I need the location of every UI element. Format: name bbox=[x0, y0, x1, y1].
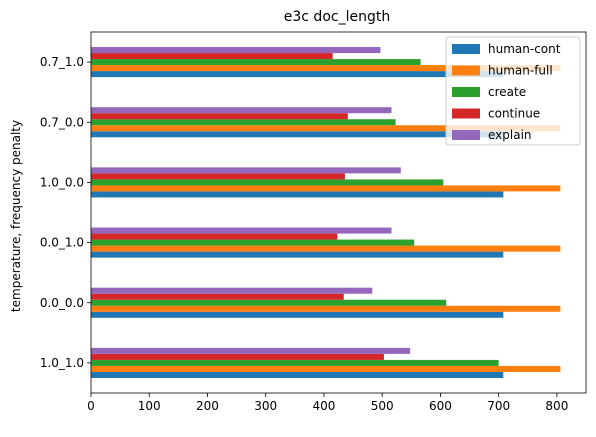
bar-create-1.0_1.0 bbox=[91, 359, 499, 366]
axes: 0 100 200 300 400 500 600 700 800 1.0_1.0 0.0_0.0 0… bbox=[40, 31, 587, 413]
x-tick-label: 400 bbox=[312, 399, 335, 413]
x-tick-label: 700 bbox=[487, 399, 510, 413]
bar-explain-0.7_0.0 bbox=[91, 107, 392, 114]
bar-human-cont-1.0_0.0 bbox=[91, 191, 504, 198]
legend: human-cont human-full create continue explai… bbox=[445, 36, 581, 146]
bar-explain-1.0_0.0 bbox=[91, 167, 401, 174]
bar-create-0.7_1.0 bbox=[91, 59, 421, 66]
legend-swatch-create bbox=[452, 87, 480, 97]
bar-human-full-1.0_0.0 bbox=[91, 185, 561, 192]
bar-human-full-0.7_0.0 bbox=[91, 125, 561, 132]
plot-frame bbox=[90, 31, 587, 394]
bar-continue-0.7_1.0 bbox=[91, 53, 333, 60]
x-tick-label: 500 bbox=[371, 399, 394, 413]
x-tick-label: 800 bbox=[545, 399, 568, 413]
bar-create-0.0_1.0 bbox=[91, 239, 415, 246]
bar-human-cont-1.0_1.0 bbox=[91, 371, 504, 378]
y-tick-label: 0.0_0.0 bbox=[40, 296, 84, 310]
bar-human-cont-0.0_1.0 bbox=[91, 251, 504, 258]
bar-continue-0.7_0.0 bbox=[91, 113, 348, 120]
x-tick-label: 600 bbox=[429, 399, 452, 413]
legend-swatch-explain bbox=[452, 130, 480, 140]
legend-label-explain: explain bbox=[488, 128, 532, 142]
bars bbox=[91, 47, 561, 378]
y-tick-label: 0.7_1.0 bbox=[40, 55, 84, 69]
bar-explain-1.0_1.0 bbox=[91, 347, 411, 354]
legend-label-human-cont: human-cont bbox=[488, 42, 561, 56]
legend-label-human-full: human-full bbox=[488, 64, 553, 78]
bar-explain-0.0_1.0 bbox=[91, 227, 392, 234]
bar-human-full-0.0_0.0 bbox=[91, 305, 561, 312]
legend-label-continue: continue bbox=[488, 107, 540, 121]
y-tick-label: 0.7_0.0 bbox=[40, 115, 84, 129]
bar-continue-1.0_1.0 bbox=[91, 353, 384, 360]
bar-human-full-0.7_1.0 bbox=[91, 65, 561, 72]
y-tick-label: 1.0_0.0 bbox=[40, 175, 84, 189]
bar-human-cont-0.7_0.0 bbox=[91, 131, 504, 138]
legend-swatch-human-cont bbox=[452, 44, 480, 54]
bar-continue-1.0_0.0 bbox=[91, 173, 345, 180]
bar-create-1.0_0.0 bbox=[91, 179, 444, 186]
bar-create-0.0_0.0 bbox=[91, 299, 447, 306]
y-tick-label: 0.0_1.0 bbox=[40, 236, 84, 250]
legend-swatch-human-full bbox=[452, 65, 480, 76]
bar-explain-0.7_1.0 bbox=[91, 47, 381, 54]
y-axis-label: temperature, frequency penalty bbox=[9, 120, 23, 312]
legend-label-create: create bbox=[488, 85, 526, 99]
legend-swatch-continue bbox=[452, 108, 480, 119]
x-tick-label: 0 bbox=[87, 399, 95, 413]
bar-explain-0.0_0.0 bbox=[91, 287, 373, 294]
bar-human-cont-0.7_1.0 bbox=[91, 71, 504, 78]
y-tick-label: 1.0_1.0 bbox=[40, 356, 84, 370]
x-tick-label: 300 bbox=[254, 399, 277, 413]
x-tick-label: 100 bbox=[138, 399, 161, 413]
bar-create-0.7_0.0 bbox=[91, 119, 396, 126]
bar-continue-0.0_1.0 bbox=[91, 233, 338, 240]
bar-human-full-1.0_1.0 bbox=[91, 365, 561, 372]
bar-human-full-0.0_1.0 bbox=[91, 245, 561, 252]
bar-continue-0.0_0.0 bbox=[91, 293, 344, 300]
bar-human-cont-0.0_0.0 bbox=[91, 311, 504, 318]
x-tick-label: 200 bbox=[196, 399, 219, 413]
chart-title: e3c doc_length bbox=[284, 9, 390, 25]
